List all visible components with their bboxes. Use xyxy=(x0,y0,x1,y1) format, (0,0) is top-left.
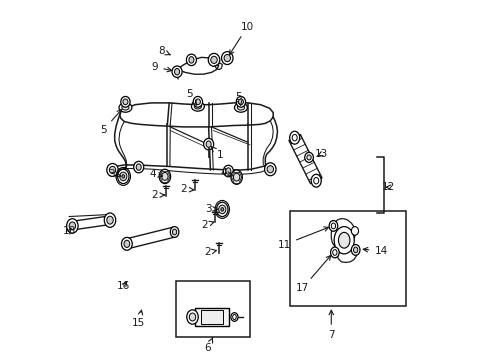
Ellipse shape xyxy=(188,57,194,63)
Ellipse shape xyxy=(117,169,129,184)
Ellipse shape xyxy=(234,103,247,112)
Text: 11: 11 xyxy=(277,227,328,249)
Ellipse shape xyxy=(121,237,132,250)
Text: 4: 4 xyxy=(220,168,232,178)
Ellipse shape xyxy=(191,102,204,111)
Ellipse shape xyxy=(186,310,198,324)
Text: 10: 10 xyxy=(229,22,254,55)
Ellipse shape xyxy=(313,177,318,184)
Ellipse shape xyxy=(172,66,182,77)
Ellipse shape xyxy=(332,249,336,255)
Ellipse shape xyxy=(106,216,113,224)
Ellipse shape xyxy=(224,54,230,62)
Ellipse shape xyxy=(133,161,143,173)
Text: 9: 9 xyxy=(151,62,171,72)
Ellipse shape xyxy=(353,247,357,253)
Ellipse shape xyxy=(230,313,238,321)
Ellipse shape xyxy=(304,152,313,162)
Text: 1: 1 xyxy=(211,147,223,160)
Ellipse shape xyxy=(351,244,359,255)
Text: 13: 13 xyxy=(314,149,327,159)
Ellipse shape xyxy=(221,51,233,64)
Ellipse shape xyxy=(124,240,129,247)
Ellipse shape xyxy=(122,175,124,178)
Text: 17: 17 xyxy=(295,256,330,293)
Ellipse shape xyxy=(195,99,200,105)
Ellipse shape xyxy=(170,226,179,237)
Ellipse shape xyxy=(310,174,321,187)
Ellipse shape xyxy=(174,68,179,75)
Bar xyxy=(195,308,229,326)
Ellipse shape xyxy=(206,141,211,147)
Ellipse shape xyxy=(289,131,299,144)
Text: 18: 18 xyxy=(62,226,76,236)
Text: 6: 6 xyxy=(204,338,212,353)
Bar xyxy=(290,211,405,306)
Ellipse shape xyxy=(106,163,118,176)
Ellipse shape xyxy=(236,96,245,107)
Ellipse shape xyxy=(172,229,176,235)
Ellipse shape xyxy=(194,104,201,109)
Text: 15: 15 xyxy=(132,310,145,328)
Ellipse shape xyxy=(69,222,76,230)
Ellipse shape xyxy=(136,164,141,170)
Ellipse shape xyxy=(159,169,170,184)
Ellipse shape xyxy=(330,247,339,258)
Ellipse shape xyxy=(328,221,337,231)
Ellipse shape xyxy=(193,96,202,107)
Ellipse shape xyxy=(266,166,273,173)
Ellipse shape xyxy=(333,226,353,254)
Ellipse shape xyxy=(104,213,116,227)
Text: 4: 4 xyxy=(149,168,163,179)
Ellipse shape xyxy=(119,103,132,112)
Ellipse shape xyxy=(208,53,219,66)
Ellipse shape xyxy=(121,96,130,107)
Ellipse shape xyxy=(237,105,244,110)
Ellipse shape xyxy=(230,170,242,184)
Text: 3: 3 xyxy=(205,204,218,214)
Bar xyxy=(175,282,250,337)
Ellipse shape xyxy=(66,219,78,233)
Ellipse shape xyxy=(351,226,358,235)
Text: 5: 5 xyxy=(186,89,196,105)
Ellipse shape xyxy=(218,205,225,214)
Ellipse shape xyxy=(232,315,236,319)
Text: 16: 16 xyxy=(117,281,130,291)
Text: 5: 5 xyxy=(235,92,242,105)
Ellipse shape xyxy=(203,138,213,150)
Ellipse shape xyxy=(292,134,297,141)
Text: 12: 12 xyxy=(381,182,394,192)
Text: 2: 2 xyxy=(201,220,214,230)
Ellipse shape xyxy=(162,172,168,180)
Ellipse shape xyxy=(330,223,335,229)
Ellipse shape xyxy=(221,208,223,211)
Text: 7: 7 xyxy=(327,310,334,340)
Ellipse shape xyxy=(306,155,310,160)
Ellipse shape xyxy=(225,168,230,174)
Ellipse shape xyxy=(210,56,217,63)
Text: 5: 5 xyxy=(100,109,122,135)
Text: 2: 2 xyxy=(151,190,164,200)
Ellipse shape xyxy=(186,54,196,66)
Ellipse shape xyxy=(122,99,128,105)
Ellipse shape xyxy=(109,166,116,174)
Ellipse shape xyxy=(238,99,243,105)
Ellipse shape xyxy=(264,163,276,176)
Ellipse shape xyxy=(189,313,195,321)
Text: 2: 2 xyxy=(180,184,193,194)
Text: 8: 8 xyxy=(158,46,170,56)
Ellipse shape xyxy=(223,165,233,177)
Text: 14: 14 xyxy=(363,246,387,256)
Ellipse shape xyxy=(216,202,227,217)
Text: 2: 2 xyxy=(203,247,216,257)
Bar xyxy=(201,310,223,324)
Ellipse shape xyxy=(122,105,129,110)
Ellipse shape xyxy=(233,173,239,181)
Ellipse shape xyxy=(338,232,349,248)
Text: 3: 3 xyxy=(108,168,121,179)
Ellipse shape xyxy=(120,172,126,181)
